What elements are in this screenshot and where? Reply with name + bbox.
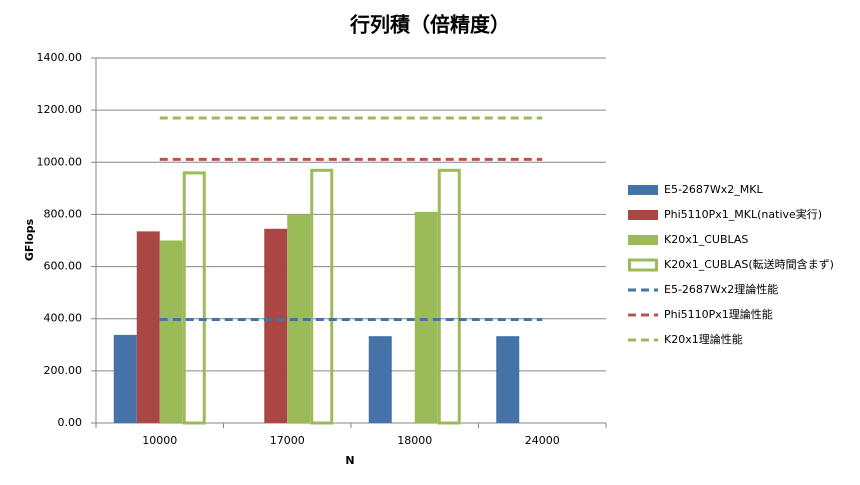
legend-swatch [628,185,658,195]
legend-label: Phi5110Px1_MKL(native実行) [664,207,822,221]
bar-outline [310,168,334,425]
chart-title: 行列積（倍精度） [349,13,510,37]
legend-label: K20x1_CUBLAS(転送時間含まず) [664,257,834,271]
legend-label: K20x1_CUBLAS [664,233,748,246]
bar [496,336,520,423]
x-tick-label: 17000 [270,434,305,447]
legend-label: K20x1理論性能 [664,332,743,346]
legend-label: Phi5110Px1理論性能 [664,307,773,321]
bar [159,240,183,423]
bar [287,214,311,423]
y-tick-label: 1000.00 [37,155,83,168]
bar-outline [437,168,461,425]
bar-outline [182,171,206,425]
bar [368,336,392,423]
legend-swatch [628,210,658,220]
y-axis-label: GFlops [23,218,36,261]
y-tick-label: 400.00 [44,312,83,325]
legend-label: E5-2687Wx2_MKL [664,183,764,196]
bar [264,228,288,423]
legend-swatch [628,235,658,245]
y-tick-label: 1400.00 [37,51,83,64]
x-tick-label: 24000 [525,434,560,447]
y-tick-label: 600.00 [44,260,83,273]
y-tick-label: 1200.00 [37,103,83,116]
legend-swatch [628,258,658,272]
y-tick-label: 0.00 [58,416,83,429]
legend-label: E5-2687Wx2理論性能 [664,282,778,296]
x-tick-label: 10000 [142,434,177,447]
x-tick-label: 18000 [397,434,432,447]
bar [136,231,160,423]
y-tick-label: 200.00 [44,364,83,377]
bar [113,334,137,423]
bar [414,211,438,423]
x-axis-label: N [345,454,354,467]
y-tick-label: 800.00 [44,207,83,220]
